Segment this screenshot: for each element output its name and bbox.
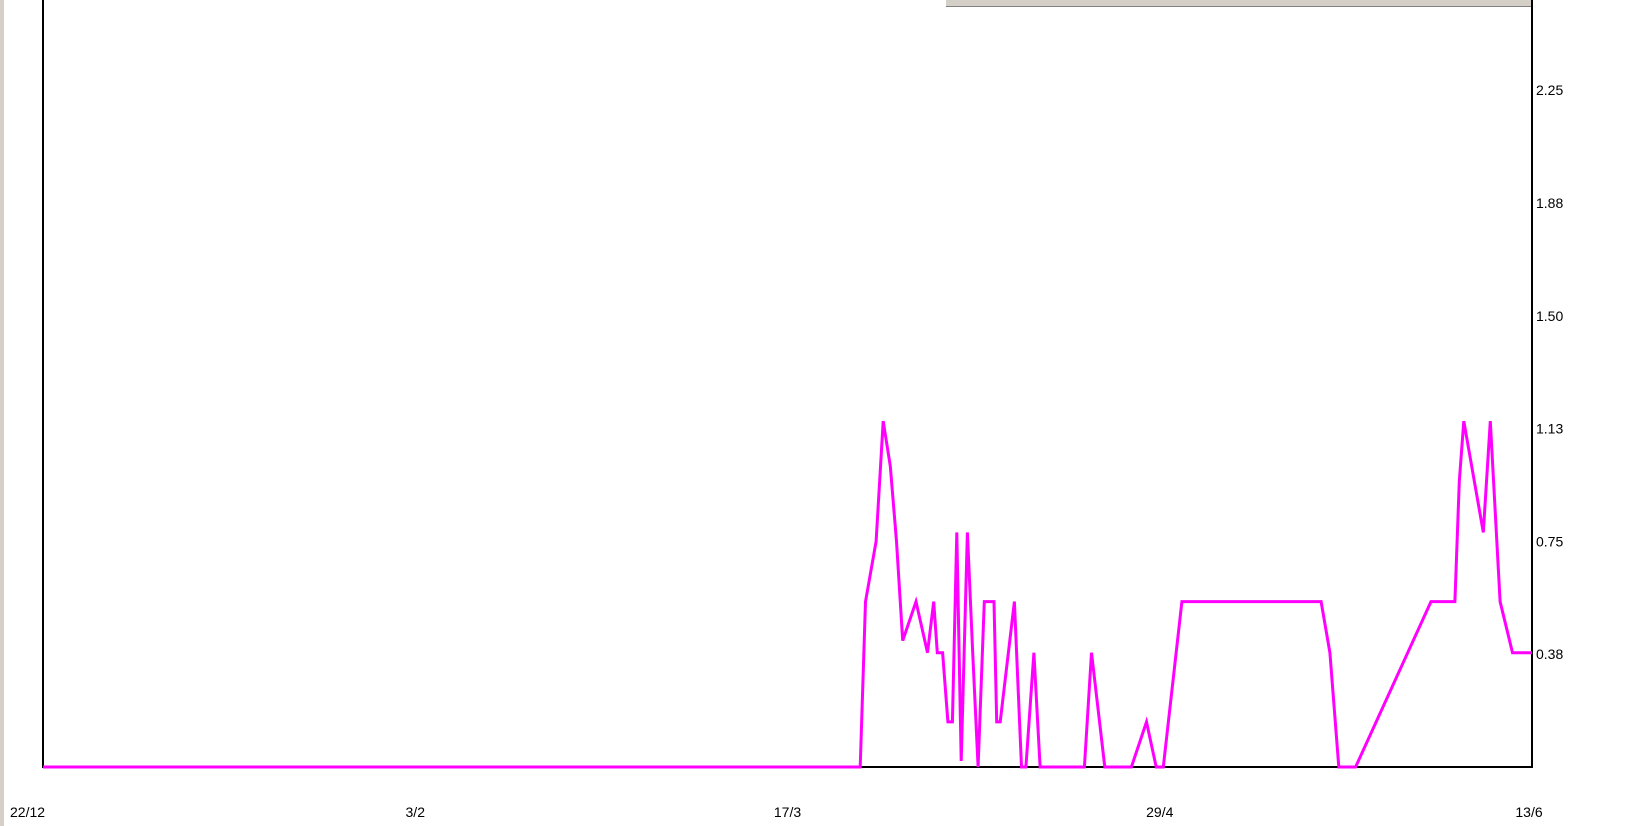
series-layer — [43, 420, 1532, 769]
x-tick-label: 13/6 — [1515, 804, 1542, 820]
y-tick-label: 2.25 — [1536, 82, 1563, 98]
x-tick-label: 29/4 — [1146, 804, 1173, 820]
overlapping-panel-edge — [946, 0, 1532, 7]
left-window-frame — [0, 0, 4, 826]
chart-axes — [42, 0, 1533, 768]
y-tick-label: 1.88 — [1536, 195, 1563, 211]
x-tick-label: 17/3 — [774, 804, 801, 820]
data-series-line-1 — [43, 420, 1532, 769]
x-tick-label: 3/2 — [406, 804, 426, 820]
y-tick-label: 0.38 — [1536, 646, 1563, 662]
tick-labels: 22/12 3/2 17/3 29/4 13/6 0.38 0.75 1.13 1.50 1.88… — [10, 82, 1563, 820]
y-tick-label: 1.13 — [1536, 421, 1563, 437]
y-tick-label: 0.75 — [1536, 533, 1563, 549]
left-window-frame-highlight — [4, 0, 6, 826]
y-tick-label: 1.50 — [1536, 308, 1563, 324]
x-tick-label: 22/12 — [10, 804, 45, 820]
